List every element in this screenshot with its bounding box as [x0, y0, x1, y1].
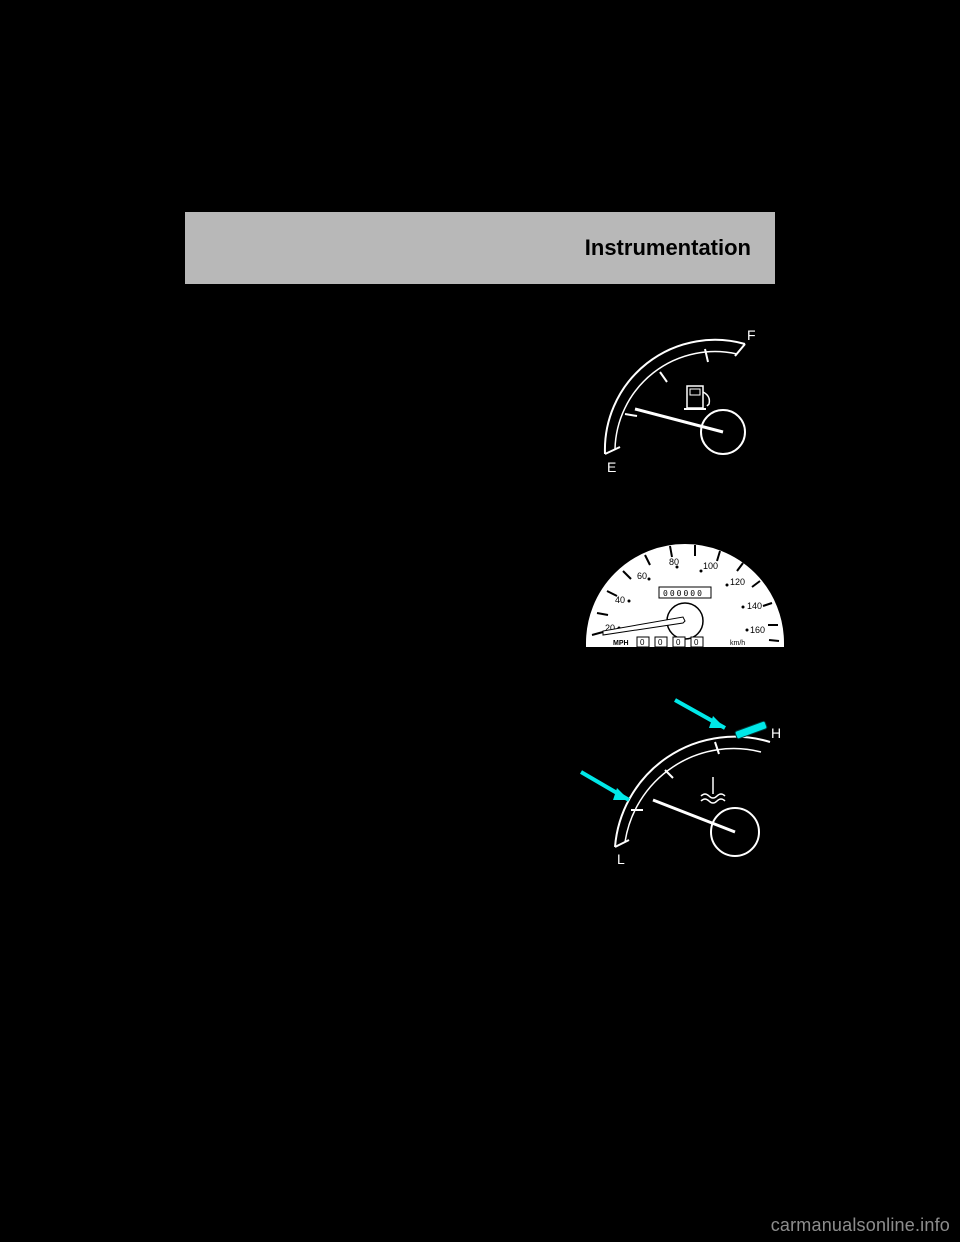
fuel-tick: [735, 344, 745, 356]
page-title: Instrumentation: [585, 235, 751, 261]
trip-digit: 0: [676, 638, 681, 647]
trip-digit: 0: [640, 638, 645, 647]
temp-gauge-illustration: H L: [575, 682, 775, 877]
temp-tick: [665, 770, 673, 778]
page-content: F E: [185, 284, 775, 901]
temp-arrow-left: [581, 772, 629, 800]
speedo-num: 140: [747, 601, 762, 611]
speedo-num: 80: [669, 557, 679, 567]
unit-mph: MPH: [613, 640, 629, 647]
fuel-label-empty: E: [607, 459, 616, 474]
fuel-gauge-text: [185, 304, 559, 479]
speedometer-section: 20 40 60 80 100 120 140 160: [185, 503, 775, 658]
fuel-pump-icon: [684, 386, 709, 409]
unit-kmh: km/h: [730, 640, 745, 647]
temp-arrow-top: [675, 700, 725, 728]
trip-digit: 0: [694, 638, 699, 647]
fuel-tick: [705, 349, 708, 362]
temp-gauge-section: H L: [185, 682, 775, 877]
speedo-num: 40: [615, 595, 625, 605]
temp-arc-inner: [625, 749, 761, 842]
fuel-gauge-section: F E: [185, 304, 775, 479]
speedo-num: 120: [730, 577, 745, 587]
speedometer-illustration: 20 40 60 80 100 120 140 160: [575, 503, 775, 658]
fuel-label-full: F: [747, 327, 756, 343]
fuel-tick: [625, 414, 637, 416]
fuel-tick: [660, 372, 667, 382]
temp-arc-outer: [615, 737, 770, 847]
fuel-arc-inner: [615, 352, 737, 449]
temp-thermometer-icon: [701, 777, 725, 803]
temp-label-cold: L: [617, 851, 625, 867]
header-bar: Instrumentation: [185, 212, 775, 284]
fuel-tick: [605, 447, 620, 454]
speedo-num: 160: [750, 625, 765, 635]
speedo-num: 100: [703, 561, 718, 571]
odometer-value: 000000: [663, 589, 704, 598]
fuel-arc-outer: [605, 340, 745, 454]
temp-tick: [615, 840, 629, 847]
temp-gauge-text: [185, 682, 559, 877]
temp-hot-band: [735, 721, 768, 739]
watermark: carmanualsonline.info: [771, 1215, 950, 1236]
manual-page: Instrumentation F: [185, 212, 775, 901]
temp-tick: [715, 742, 719, 754]
temp-label-hot: H: [771, 725, 781, 741]
fuel-needle: [635, 409, 723, 432]
trip-digit: 0: [658, 638, 663, 647]
temp-needle: [653, 800, 735, 832]
fuel-gauge-illustration: F E: [575, 304, 775, 479]
speedometer-text: [185, 503, 559, 658]
speedo-num: 60: [637, 571, 647, 581]
